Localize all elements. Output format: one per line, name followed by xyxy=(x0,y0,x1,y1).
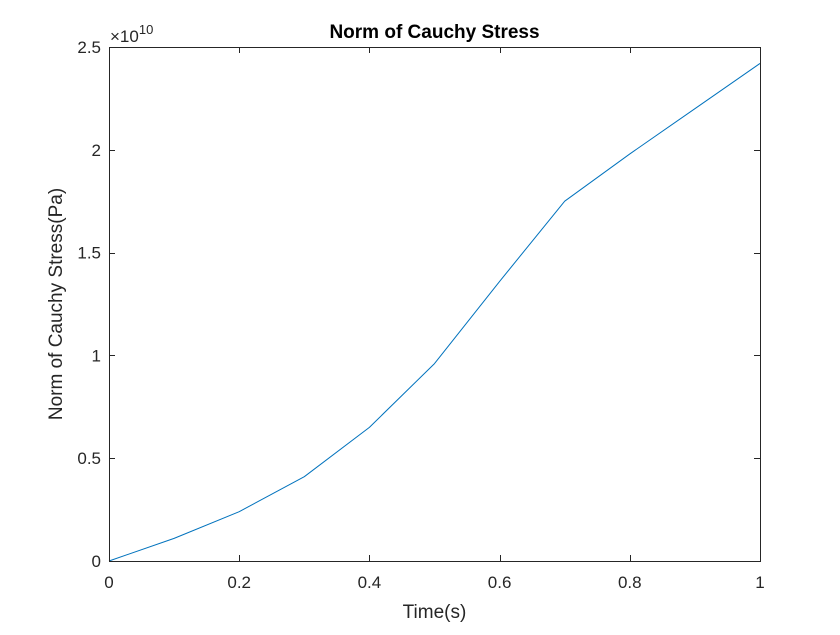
x-tick-label: 0.2 xyxy=(227,573,251,592)
chart-title: Norm of Cauchy Stress xyxy=(329,22,539,43)
axes-box xyxy=(109,47,761,562)
axes-layer: 0 0.2 0.4 0.6 0.8 1 0 0.5 1 1.5 2 2.5 xyxy=(77,38,764,592)
y-axis-label: Norm of Cauchy Stress(Pa) xyxy=(46,188,67,420)
series-layer xyxy=(108,63,761,562)
y-tick-label: 1 xyxy=(92,346,101,365)
x-tick-label: 1 xyxy=(755,573,764,592)
y-tick-label: 0 xyxy=(92,552,101,571)
y-exponent-base: ×10 xyxy=(110,27,139,46)
plot-area xyxy=(109,47,760,561)
series-line xyxy=(108,63,761,562)
x-axis-label: Time(s) xyxy=(403,602,467,623)
x-tick-label: 0.8 xyxy=(618,573,642,592)
y-tick-label: 1.5 xyxy=(77,244,101,263)
y-tick-label: 2.5 xyxy=(77,38,101,57)
y-tick-label: 0.5 xyxy=(77,449,101,468)
y-tick-label: 2 xyxy=(92,141,101,160)
y-exponent-power: 10 xyxy=(139,22,153,37)
x-tick-label: 0.6 xyxy=(488,573,512,592)
x-tick-label: 0.4 xyxy=(358,573,382,592)
x-tick-label: 0 xyxy=(104,573,113,592)
y-exponent-label: ×1010 xyxy=(110,22,153,46)
